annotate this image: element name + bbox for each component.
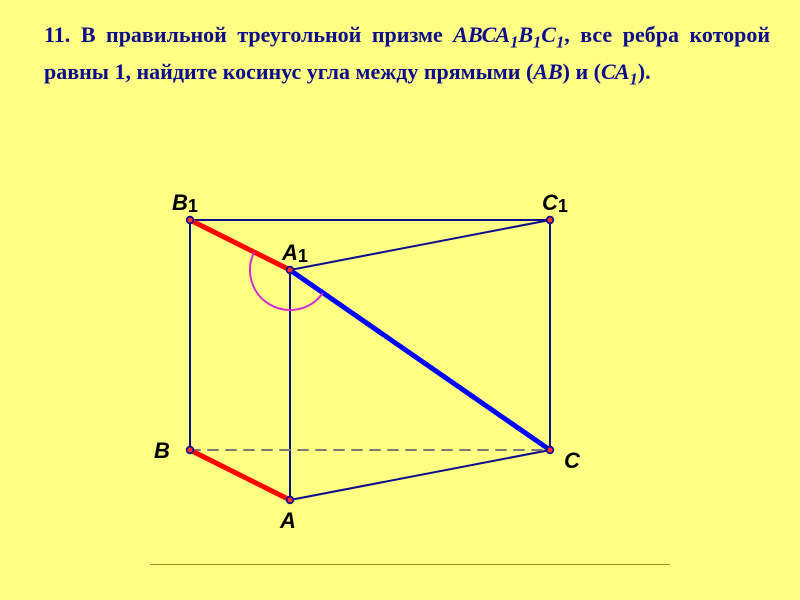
vertex-C: [546, 446, 554, 454]
edge-A-B: [190, 450, 290, 500]
label-A1: А1: [281, 240, 308, 266]
vertex-A: [286, 496, 294, 504]
label-A: А: [279, 508, 296, 533]
bottom-rule: [150, 564, 670, 565]
prism-diagram: АВСА1В1С1: [135, 195, 635, 555]
problem-and: ) и (: [563, 59, 601, 84]
prism-svg: АВСА1В1С1: [135, 195, 635, 555]
problem-text: 11. В правильной треугольной призме АВСА…: [44, 18, 770, 92]
vertex-A1: [286, 266, 294, 274]
problem-text-1: В правильной треугольной призме: [81, 22, 453, 47]
line1: АВ: [533, 59, 562, 84]
vertex-B: [186, 446, 194, 454]
edge-A-C: [290, 450, 550, 500]
prism-name-3: С: [541, 22, 556, 47]
vertex-B1: [186, 216, 194, 224]
edge-A1-B1: [190, 220, 290, 270]
problem-number: 11.: [44, 22, 70, 47]
label-B: В: [154, 438, 170, 463]
prism-sub-3: 1: [556, 32, 564, 51]
prism-name-2: В: [518, 22, 533, 47]
edge-A1-C1: [290, 220, 550, 270]
vertex-C1: [546, 216, 554, 224]
prism-name-1: АВСА: [453, 22, 510, 47]
label-C1: С1: [542, 190, 568, 216]
line2: СА: [601, 59, 630, 84]
label-B1: В1: [172, 190, 198, 216]
edge-A1-C: [290, 270, 550, 450]
slide-page: 11. В правильной треугольной призме АВСА…: [0, 0, 800, 600]
line2-sub: 1: [630, 70, 638, 89]
problem-end: ).: [638, 59, 651, 84]
label-C: С: [564, 448, 581, 473]
